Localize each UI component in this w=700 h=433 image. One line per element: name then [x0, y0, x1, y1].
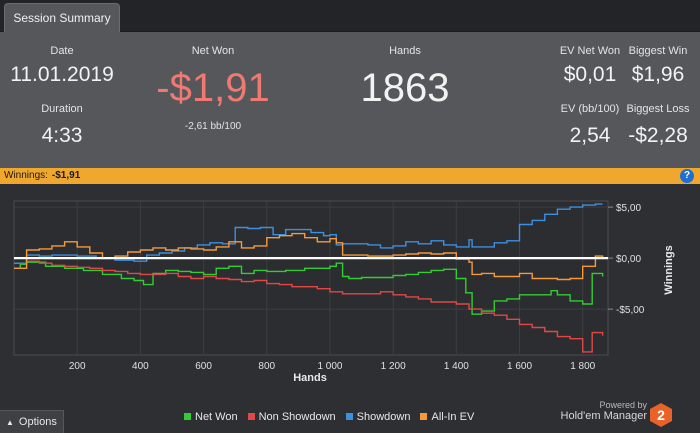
- y-axis-label: Winnings: [663, 245, 675, 294]
- x-tick-label: 1 000: [317, 361, 342, 372]
- legend-item-all-in-ev[interactable]: All-In EV: [420, 411, 474, 423]
- session-summary-panel: Date 11.01.2019 Duration 4:33 Net Won -$…: [0, 32, 700, 168]
- winnings-label: Winnings:: [4, 170, 48, 181]
- series-line-net-won: [14, 261, 604, 315]
- y-tick-label: $5,00: [616, 203, 641, 214]
- x-axis-label: Hands: [293, 372, 327, 384]
- biggest-win-label: Biggest Win: [628, 45, 688, 57]
- legend-item-showdown[interactable]: Showdown: [345, 411, 411, 423]
- legend-label: All-In EV: [431, 411, 475, 423]
- tab-session-summary[interactable]: Session Summary: [4, 3, 120, 33]
- x-tick-label: 200: [69, 361, 86, 372]
- net-won-value: -$1,91: [156, 66, 270, 110]
- hands-value: 1863: [360, 66, 450, 110]
- series-line-showdown: [14, 203, 603, 264]
- legend-label: Showdown: [356, 411, 411, 423]
- options-button[interactable]: ▲ Options: [0, 410, 64, 433]
- net-won-bb-value: -2,61 bb/100: [184, 121, 242, 132]
- plot-area: [13, 200, 609, 356]
- winnings-value: -$1,91: [51, 170, 81, 181]
- biggest-loss-label: Biggest Loss: [626, 103, 690, 115]
- series-line-all-in-ev: [14, 232, 604, 281]
- series-line-non-showdown: [14, 260, 604, 353]
- powered-by-label: Powered by: [599, 400, 647, 410]
- x-tick-label: 1 200: [381, 361, 406, 372]
- winnings-chart: 200 400 600 800 1 000 1 200 1 400 1 600 1 800 $5,…: [13, 200, 675, 384]
- brand-name: Hold'em Manager: [560, 410, 647, 422]
- help-icon[interactable]: ?: [680, 169, 694, 183]
- tab-bar: Session Summary: [0, 0, 700, 33]
- ev-net-won-value: $0,01: [563, 63, 617, 86]
- x-tick-label: 1 400: [444, 361, 469, 372]
- legend-item-net-won[interactable]: Net Won: [184, 411, 238, 423]
- x-tick-label: 800: [258, 361, 275, 372]
- date-value: 11.01.2019: [10, 63, 114, 86]
- chart-legend: Net Won Non Showdown Showdown All-In EV: [184, 411, 484, 425]
- x-tick-label: 400: [132, 361, 149, 372]
- legend-item-non-showdown[interactable]: Non Showdown: [247, 411, 336, 423]
- svg-text:2: 2: [657, 407, 665, 423]
- winnings-bar: Winnings: -$1,91 ?: [0, 168, 700, 184]
- powered-by: Powered by Hold'em Manager: [555, 400, 647, 422]
- y-tick-label: -$5,00: [616, 305, 645, 316]
- legend-swatch: [247, 413, 255, 420]
- hands-label: Hands: [389, 45, 421, 57]
- biggest-loss-value: -$2,28: [628, 124, 688, 147]
- legend-label: Net Won: [195, 411, 238, 423]
- ev-bb-label: EV (bb/100): [560, 103, 620, 115]
- x-tick-label: 600: [195, 361, 212, 372]
- duration-value: 4:33: [41, 124, 83, 147]
- x-tick-label: 1 600: [507, 361, 532, 372]
- legend-swatch: [345, 413, 353, 420]
- legend-swatch: [420, 413, 428, 420]
- hm2-logo-icon: 2: [650, 403, 672, 427]
- ev-net-won-label: EV Net Won: [559, 45, 621, 57]
- ev-bb-value: 2,54: [569, 124, 611, 147]
- date-label: Date: [50, 45, 74, 57]
- legend-label: Non Showdown: [258, 411, 336, 423]
- y-tick-label: $0,00: [616, 254, 641, 265]
- options-label: Options: [18, 416, 57, 428]
- net-won-label: Net Won: [191, 45, 235, 57]
- biggest-win-value: $1,96: [631, 63, 685, 86]
- chevron-up-icon: ▲: [6, 418, 14, 427]
- duration-label: Duration: [41, 103, 83, 115]
- winnings-chart-panel: 200 400 600 800 1 000 1 200 1 400 1 600 1 800 $5,…: [0, 184, 700, 433]
- x-tick-label: 1 800: [570, 361, 595, 372]
- legend-swatch: [184, 413, 191, 420]
